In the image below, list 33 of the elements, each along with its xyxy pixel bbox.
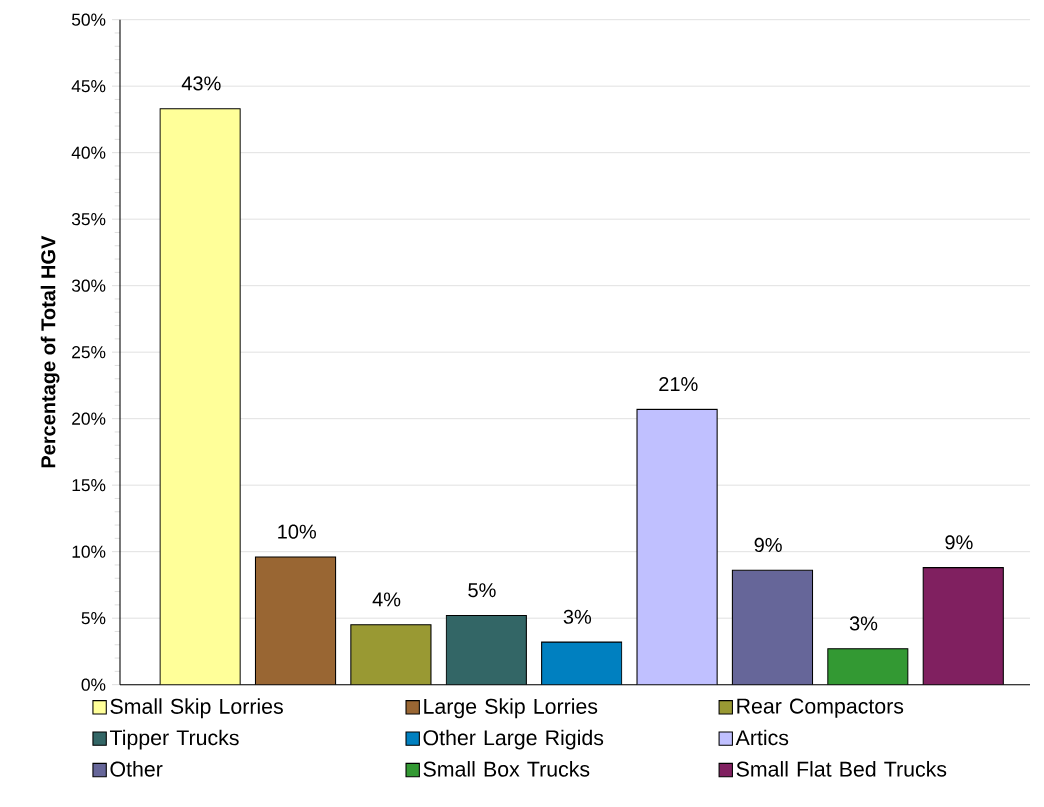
y-tick-label: 10% bbox=[72, 545, 106, 558]
legend-label: Other Large Rigids bbox=[423, 729, 604, 750]
y-tick-label: 45% bbox=[71, 80, 106, 93]
data-label: 5% bbox=[468, 583, 496, 598]
legend-label: Small Box Trucks bbox=[423, 761, 590, 777]
legend-label: Small Skip Lorries bbox=[110, 698, 283, 719]
data-label: 9% bbox=[945, 535, 973, 550]
legend-label: Large Skip Lorries bbox=[424, 698, 598, 719]
y-tick-label: 15% bbox=[72, 479, 106, 492]
legend-label: Artics bbox=[735, 729, 789, 746]
legend-label: Tipper Trucks bbox=[109, 729, 239, 750]
y-tick-label: 30% bbox=[71, 279, 106, 292]
data-label: 3% bbox=[849, 616, 878, 631]
data-label: 43% bbox=[181, 76, 221, 91]
y-tick-label: 5% bbox=[81, 612, 106, 625]
y-tick-label: 20% bbox=[72, 412, 106, 425]
bar bbox=[541, 641, 623, 685]
y-tick-label: 50% bbox=[71, 13, 106, 26]
bar bbox=[827, 648, 909, 685]
y-tick-label: 0% bbox=[81, 678, 106, 691]
data-label: 9% bbox=[754, 538, 782, 553]
y-tick-label: 35% bbox=[71, 213, 106, 226]
legend-label: Small Flat Bed Trucks bbox=[736, 761, 947, 777]
legend-label: Rear Compactors bbox=[737, 698, 904, 719]
bar bbox=[445, 615, 527, 685]
y-axis-title: Percentage of Total HGV bbox=[40, 235, 60, 468]
data-label: 21% bbox=[659, 377, 698, 392]
data-label: 3% bbox=[563, 609, 592, 625]
y-tick-label: 25% bbox=[72, 346, 106, 359]
data-label: 10% bbox=[278, 524, 317, 539]
legend-label: Other bbox=[110, 761, 163, 777]
data-label: 4% bbox=[372, 592, 401, 607]
y-tick-label: 40% bbox=[71, 146, 106, 159]
